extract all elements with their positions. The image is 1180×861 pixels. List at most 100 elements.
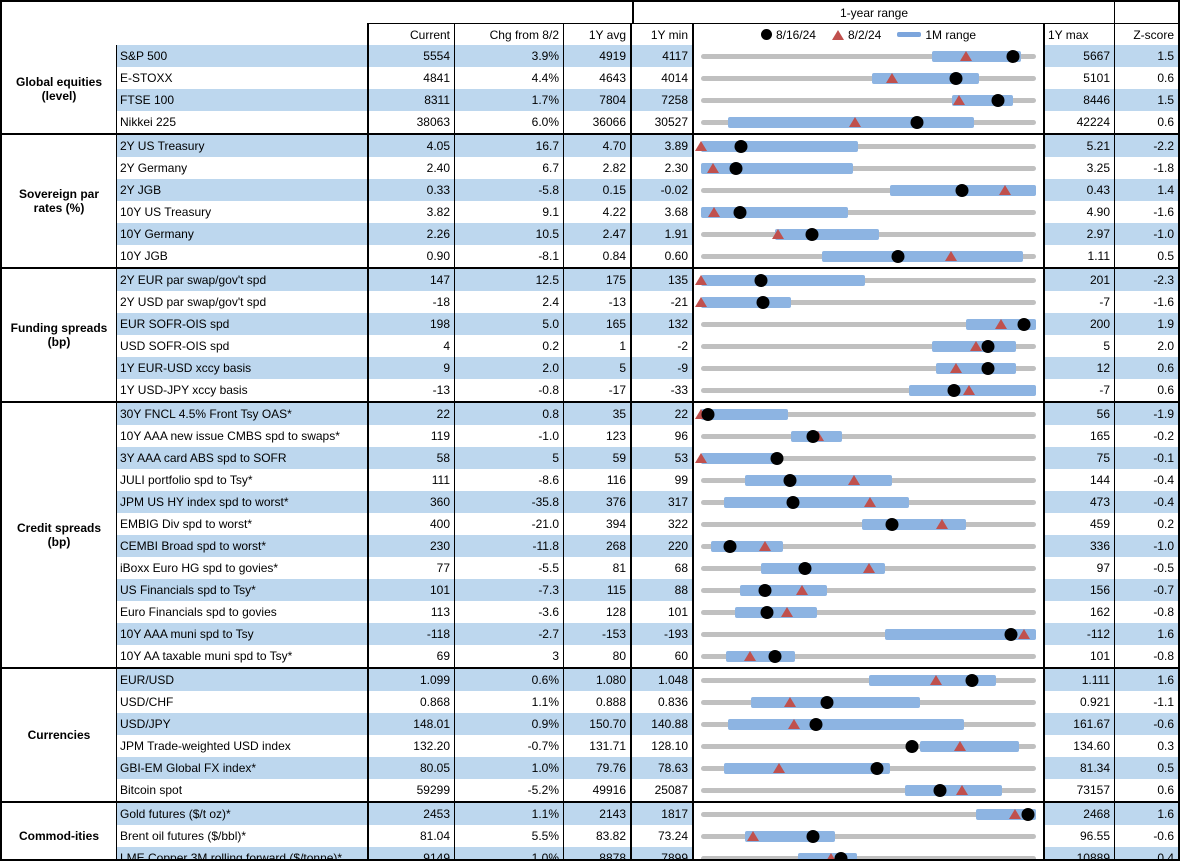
range-chart-inner bbox=[701, 713, 1036, 735]
range-chart bbox=[694, 803, 1045, 825]
table-row: LME Copper 3M rolling forward ($/tonne)*… bbox=[117, 847, 1178, 859]
legend-item-1m-range: 1M range bbox=[897, 28, 976, 42]
cell-1y-min: 1.91 bbox=[632, 223, 694, 245]
marker-8-16-24-dot-icon bbox=[786, 495, 800, 509]
range-chart-inner bbox=[701, 223, 1036, 245]
one-month-range-bar bbox=[701, 162, 854, 174]
one-year-range-track bbox=[701, 653, 1036, 659]
legend-item-prior: 8/2/24 bbox=[831, 27, 882, 42]
row-name: Brent oil futures ($/bbl)* bbox=[117, 825, 369, 847]
marker-8-2-24-triangle-icon bbox=[998, 185, 1011, 195]
cell-current: 9149 bbox=[369, 847, 455, 859]
cell-chg-from-8-2: 5 bbox=[455, 447, 564, 469]
section: Credit spreads (bp) 30Y FNCL 4.5% Front T… bbox=[2, 403, 1178, 669]
range-chart bbox=[694, 89, 1045, 111]
one-month-range-bar bbox=[734, 606, 817, 618]
range-chart bbox=[694, 403, 1045, 425]
table-row: 10Y AAA new issue CMBS spd to swaps* 119-… bbox=[117, 425, 1178, 447]
cell-1y-avg: 123 bbox=[564, 425, 632, 447]
cell-1y-max: 161.67 bbox=[1045, 713, 1115, 735]
cell-1y-min: -0.02 bbox=[632, 179, 694, 201]
cell-current: 148.01 bbox=[369, 713, 455, 735]
cell-1y-avg: 376 bbox=[564, 491, 632, 513]
range-chart-inner bbox=[701, 803, 1036, 825]
range-chart-inner bbox=[695, 135, 1036, 157]
row-name: 2Y US Treasury bbox=[117, 135, 369, 157]
cell-1y-min: 0.836 bbox=[632, 691, 694, 713]
section: Currencies EUR/USD 1.099 0.6% 1.080 1.048 1.11… bbox=[2, 669, 1178, 803]
cell-chg-from-8-2: 9.1 bbox=[455, 201, 564, 223]
cell-current: 2.40 bbox=[369, 157, 455, 179]
row-name: EUR/USD bbox=[117, 669, 369, 691]
cell-1y-max: 10889 bbox=[1045, 847, 1115, 859]
cell-current: 360 bbox=[369, 491, 455, 513]
range-chart-inner bbox=[695, 291, 1036, 313]
one-year-range-track bbox=[701, 165, 1036, 171]
marker-8-16-24-dot-icon bbox=[806, 829, 820, 843]
cell-1y-avg: 59 bbox=[564, 447, 632, 469]
marker-8-16-24-dot-icon bbox=[809, 717, 823, 731]
cell-z-score: 0.3 bbox=[1157, 739, 1174, 753]
table-row: USD SOFR-OIS spd 4 0.2 1 -2 5 2.0 bbox=[117, 335, 1178, 357]
range-chart-inner bbox=[701, 669, 1036, 691]
cell-z-score: 1.5 bbox=[1115, 89, 1178, 111]
range-chart bbox=[694, 825, 1045, 847]
cell-z-score: 0.6 bbox=[1157, 783, 1174, 797]
range-chart-inner bbox=[701, 357, 1036, 379]
section-rows: Gold futures ($/t oz)* 2453 1.1% 2143 1817 24… bbox=[117, 803, 1178, 859]
cell-1y-min: 220 bbox=[632, 535, 694, 557]
cell-1y-max: 97 bbox=[1045, 557, 1115, 579]
cell-1y-max: -7 bbox=[1045, 379, 1115, 401]
one-year-range-track bbox=[701, 143, 1036, 149]
marker-8-2-24-triangle-icon bbox=[936, 519, 949, 529]
cell-z-score: 0.4 bbox=[1115, 847, 1178, 859]
marker-8-16-24-dot-icon bbox=[981, 339, 995, 353]
cell-current: 198 bbox=[369, 313, 455, 335]
cell-chg-from-8-2: 3 bbox=[455, 645, 564, 667]
cell-1y-max: 5101 bbox=[1045, 67, 1115, 89]
cell-1y-max: 0.921 bbox=[1045, 691, 1115, 713]
section-rows: 2Y US Treasury 4.05 16.7 4.70 3.89 5.21 -2.2 2Y… bbox=[117, 135, 1178, 267]
marker-8-2-24-triangle-icon bbox=[963, 385, 975, 395]
marker-8-2-24-triangle-icon bbox=[758, 541, 771, 551]
cell-z-score: -0.1 bbox=[1115, 447, 1178, 469]
section-rows: 30Y FNCL 4.5% Front Tsy OAS* 22 0.8 35 22 56-… bbox=[117, 403, 1178, 667]
marker-8-2-24-triangle-icon bbox=[772, 229, 785, 239]
range-chart bbox=[694, 669, 1045, 691]
cell-1y-avg: 1 bbox=[564, 335, 632, 357]
row-name: 1Y EUR-USD xccy basis bbox=[117, 357, 369, 379]
cell-z-score: -1.1 bbox=[1153, 695, 1174, 709]
cell-1y-avg: -153 bbox=[564, 623, 632, 645]
cell-1y-avg: 4.22 bbox=[564, 201, 632, 223]
cell-z-score: 1.6 bbox=[1115, 803, 1178, 825]
row-name: 2Y JGB bbox=[117, 179, 369, 201]
marker-8-16-24-dot-icon bbox=[733, 205, 747, 219]
cell-1y-max: 42224 bbox=[1045, 111, 1115, 133]
cell-chg-from-8-2: 0.6% bbox=[455, 669, 564, 691]
row-name: 10Y AAA muni spd to Tsy bbox=[117, 623, 369, 645]
cell-1y-max: 75 bbox=[1045, 447, 1115, 469]
cell-1y-min: 68 bbox=[632, 557, 694, 579]
cell-z-score: 0.6 bbox=[1115, 357, 1178, 379]
marker-8-2-24-triangle-icon bbox=[695, 453, 707, 463]
cell-1y-avg: 80 bbox=[564, 645, 632, 667]
range-chart bbox=[694, 847, 1045, 859]
legend-label: 8/2/24 bbox=[847, 27, 882, 42]
cell-z-score: -0.8 bbox=[1153, 649, 1174, 663]
cell-current: 0.33 bbox=[369, 179, 455, 201]
table-row: Nikkei 225 38063 6.0% 36066 30527 42224 0.6 bbox=[117, 111, 1178, 133]
cell-1y-max: 81.34 bbox=[1045, 757, 1115, 779]
marker-8-16-24-dot-icon bbox=[783, 473, 797, 487]
one-month-range-bar bbox=[761, 562, 886, 574]
triangle-icon bbox=[831, 29, 844, 40]
cell-current: 5554 bbox=[369, 45, 455, 67]
cell-chg-from-8-2: 16.7 bbox=[455, 135, 564, 157]
range-chart bbox=[694, 735, 1045, 757]
cell-1y-avg: 150.70 bbox=[564, 713, 632, 735]
range-chart-inner bbox=[701, 245, 1036, 267]
one-month-range-bar bbox=[885, 628, 1036, 640]
range-chart bbox=[694, 623, 1045, 645]
row-name: USD SOFR-OIS spd bbox=[117, 335, 369, 357]
cell-chg-from-8-2: 1.1% bbox=[455, 691, 564, 713]
one-month-range-bar bbox=[744, 474, 892, 486]
